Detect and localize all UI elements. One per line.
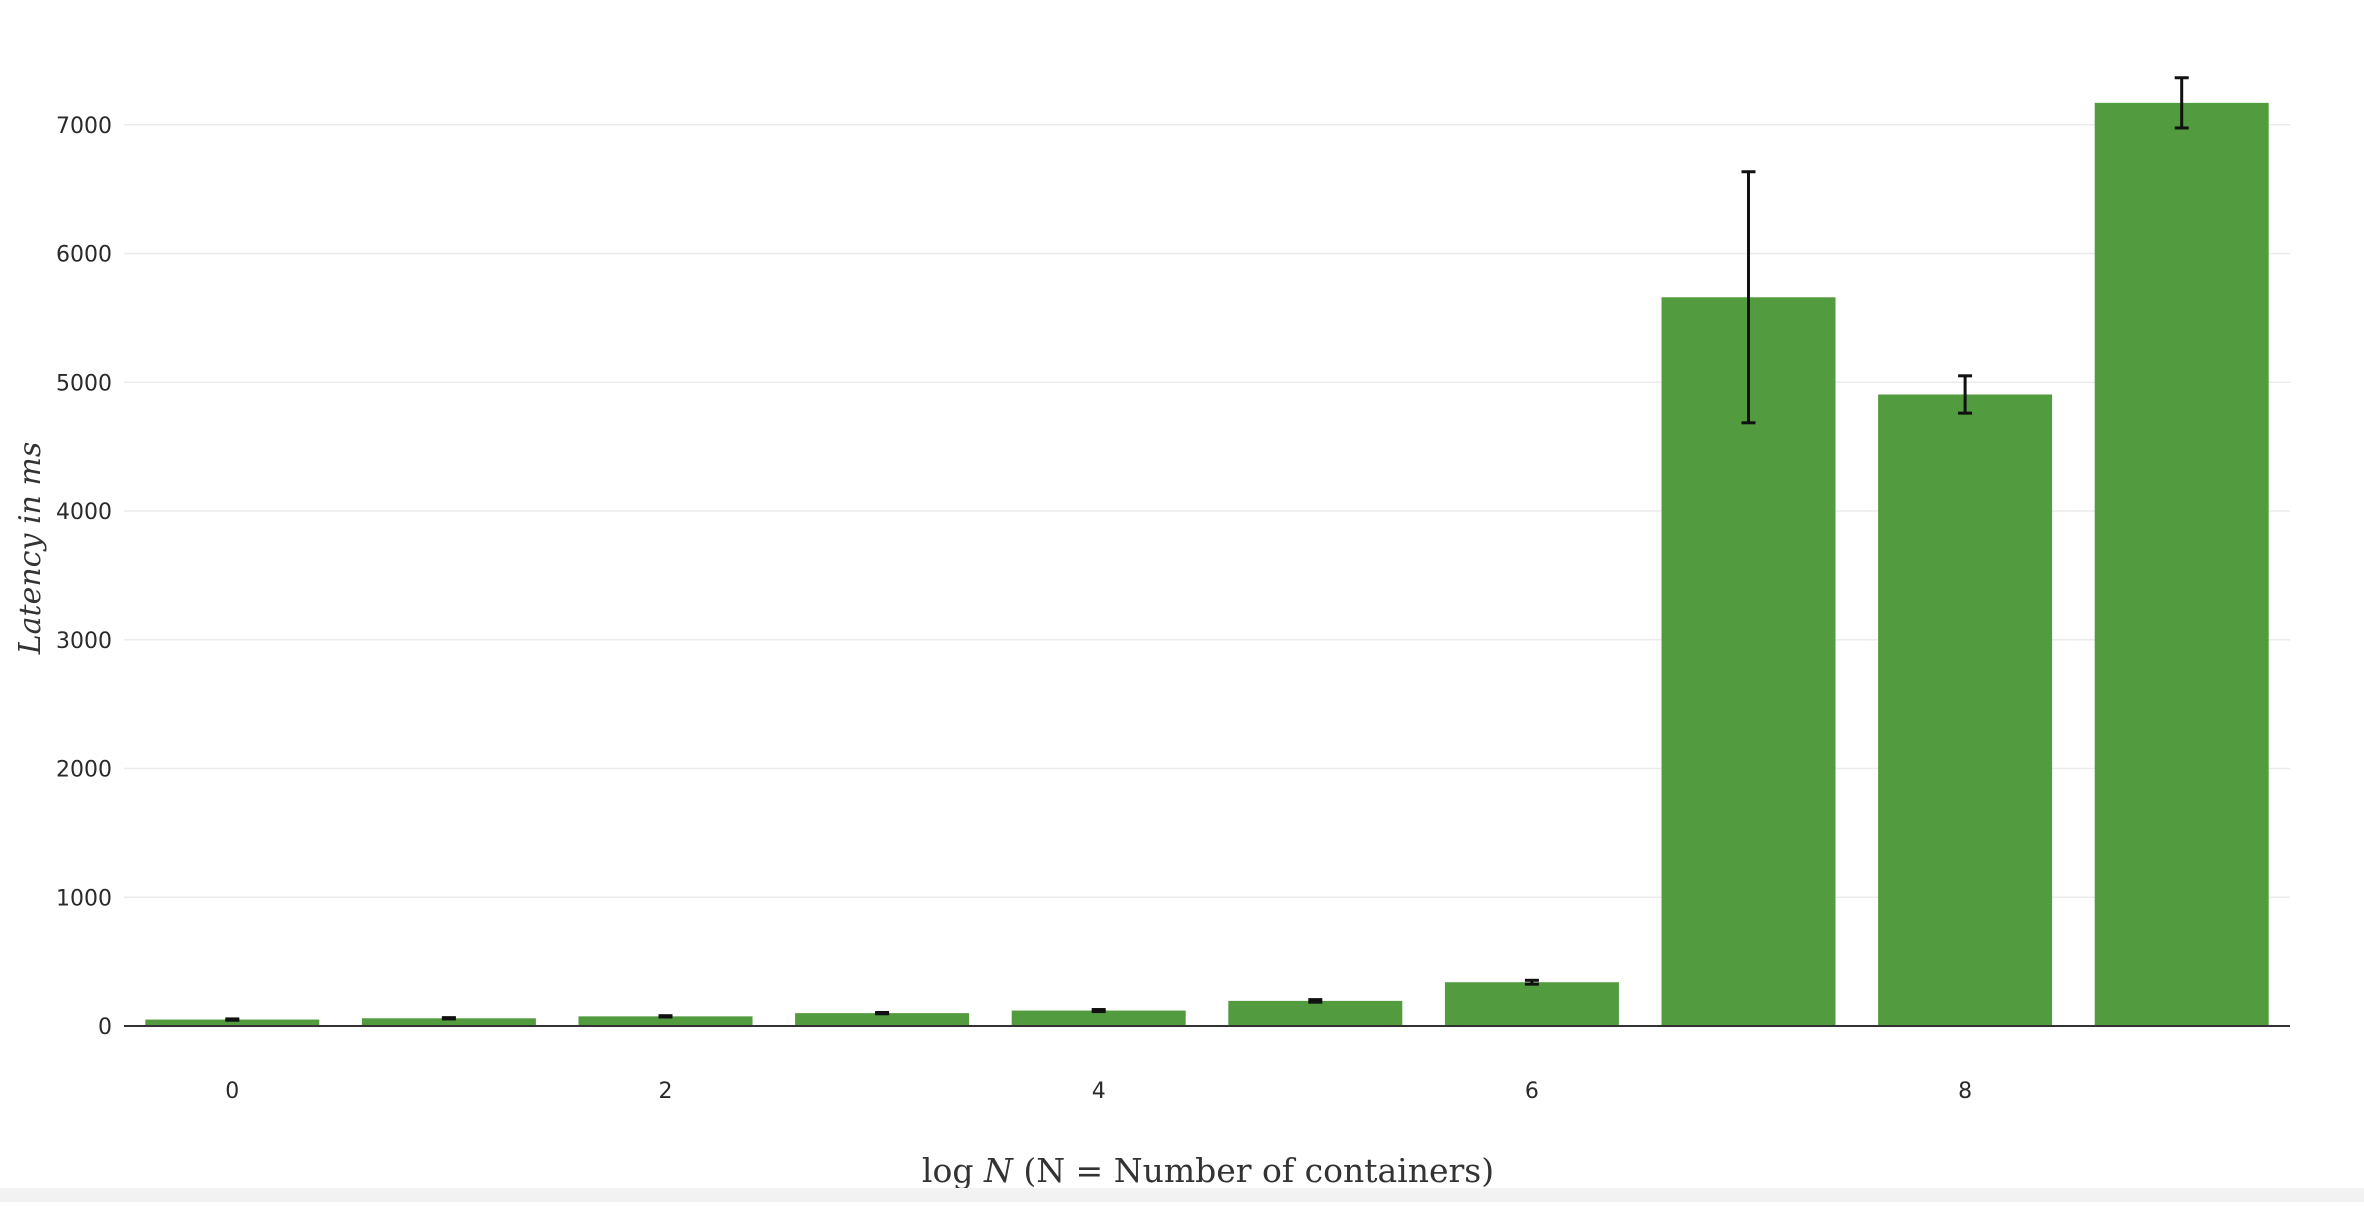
bar-6 [1444,982,1619,1026]
gridlines [124,124,2290,898]
error-bar-5 [1308,998,1323,1004]
y-tick-label-7000: 7000 [56,114,112,139]
bar-0 [145,1019,320,1026]
y-tick-label-2000: 2000 [56,758,112,783]
error-bar-1 [441,1016,456,1021]
y-tick-label-3000: 3000 [56,629,112,654]
x-axis-label-suffix: (N = Number of containers) [1013,1151,1494,1190]
y-tick-label-4000: 4000 [56,500,112,525]
x-tick-label-8: 8 [1958,1079,1972,1104]
y-tick-label-6000: 6000 [56,243,112,268]
bars [145,102,2269,1027]
bar-4 [1011,1010,1186,1026]
x-tick-label-6: 6 [1525,1079,1539,1104]
y-tick-label-1000: 1000 [56,886,112,911]
error-bar-2 [658,1014,673,1019]
y-tick-label-0: 0 [98,1015,112,1040]
y-tick-label-5000: 5000 [56,371,112,396]
y-axis-label: Latency in ms [13,442,48,656]
bar-2 [578,1016,753,1026]
error-bar-8 [1958,374,1973,415]
x-tick-label-4: 4 [1092,1079,1106,1104]
bar-9 [2094,102,2269,1027]
error-bar-9 [2174,76,2189,130]
x-tick-label-2: 2 [659,1079,673,1104]
error-bar-7 [1741,170,1756,425]
x-tick-labels: 0 2 4 6 8 [225,1079,1972,1104]
error-bar-0 [225,1017,240,1022]
y-tick-labels: 0 1000 2000 3000 4000 5000 6000 7000 [56,114,112,1040]
bar-1 [361,1018,536,1026]
error-bars [225,76,2189,1022]
error-bar-3 [875,1010,890,1016]
error-bar-4 [1091,1008,1106,1014]
bottom-band [0,1188,2364,1202]
x-axis-label-variable: N [983,1151,1014,1190]
x-axis-label: log N (N = Number of containers) [922,1151,1494,1190]
x-tick-label-0: 0 [225,1079,239,1104]
x-axis-label-prefix: log [922,1151,984,1190]
bar-5 [1228,1000,1403,1026]
bar-8 [1878,394,2053,1026]
error-bar-6 [1524,978,1539,986]
bar-3 [795,1013,970,1026]
